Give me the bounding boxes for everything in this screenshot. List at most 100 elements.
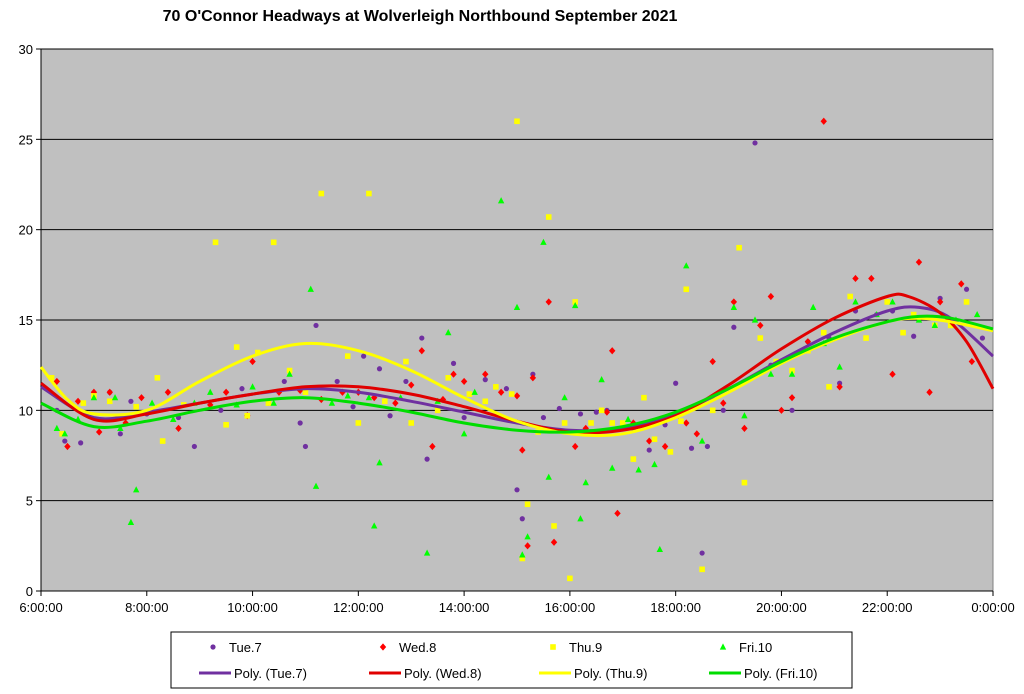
point-thu-9 <box>302 389 309 396</box>
point-thu-9 <box>683 286 690 293</box>
x-tick-label: 6:00:00 <box>19 600 62 615</box>
point-fri-10 <box>344 392 351 399</box>
point-fri-10 <box>651 460 658 468</box>
point-tue-7 <box>752 140 758 146</box>
point-thu-9 <box>678 418 684 424</box>
point-wed-8 <box>513 392 521 400</box>
point-fri-10 <box>973 310 981 318</box>
point-fri-10 <box>249 383 256 390</box>
point-fri-10 <box>90 394 98 401</box>
point-thu-9 <box>736 244 742 251</box>
point-tue-7 <box>540 414 547 421</box>
point-fri-10 <box>683 262 690 269</box>
point-wed-8 <box>852 274 859 283</box>
point-thu-9 <box>757 335 764 341</box>
point-wed-8 <box>936 298 944 306</box>
point-wed-8 <box>836 383 843 391</box>
point-tue-7 <box>731 324 737 330</box>
legend-label: Fri.10 <box>739 640 772 655</box>
point-thu-9 <box>59 431 65 437</box>
point-thu-9 <box>514 118 520 125</box>
point-fri-10 <box>133 486 140 493</box>
trendlines <box>39 292 995 438</box>
point-wed-8 <box>757 321 764 330</box>
point-fri-10 <box>513 303 521 310</box>
point-thu-9 <box>133 403 139 410</box>
point-tue-7 <box>556 405 562 412</box>
point-wed-8 <box>889 370 896 378</box>
point-tue-7 <box>530 371 536 377</box>
point-tue-7 <box>503 386 510 392</box>
point-fri-10 <box>751 316 759 323</box>
point-fri-10 <box>656 545 663 553</box>
chart-title: 70 O'Connor Headways at Wolverleigh Nort… <box>162 8 678 25</box>
y-tick-label: 5 <box>26 494 33 509</box>
point-thu-9 <box>493 384 499 390</box>
point-fri-10 <box>207 388 214 395</box>
point-fri-10 <box>598 376 605 383</box>
point-tue-7 <box>789 407 795 413</box>
point-tue-7 <box>699 550 705 556</box>
point-fri-10 <box>741 412 748 419</box>
point-fri-10 <box>730 303 738 310</box>
point-tue-7 <box>424 456 430 462</box>
point-tue-7 <box>297 420 303 426</box>
point-tue-7 <box>191 443 197 450</box>
point-wed-8 <box>868 274 875 283</box>
point-fri-10 <box>371 522 378 529</box>
point-thu-9 <box>270 239 277 246</box>
point-thu-9 <box>344 353 351 359</box>
point-thu-9 <box>709 407 716 414</box>
point-wed-8 <box>138 394 145 402</box>
point-thu-9 <box>286 367 293 374</box>
y-tick-label: 15 <box>19 313 33 328</box>
point-thu-9 <box>651 436 658 443</box>
legend-label: Tue.7 <box>229 640 262 655</box>
point-tue-7 <box>688 445 695 451</box>
point-tue-7 <box>979 335 986 341</box>
point-thu-9 <box>482 398 489 405</box>
point-thu-9 <box>106 398 113 405</box>
point-wed-8 <box>550 538 558 546</box>
point-wed-8 <box>683 419 690 427</box>
point-fri-10 <box>788 370 796 377</box>
point-wed-8 <box>175 424 182 432</box>
legend-label: Thu.9 <box>569 640 602 655</box>
point-fri-10 <box>286 370 293 377</box>
x-tick-label: 18:00:00 <box>650 600 701 615</box>
point-fri-10 <box>577 515 584 522</box>
point-fri-10 <box>460 430 468 437</box>
point-wed-8 <box>609 347 616 355</box>
point-fri-10 <box>61 430 68 437</box>
point-wed-8 <box>529 374 537 382</box>
point-wed-8 <box>450 370 457 378</box>
point-fri-10 <box>519 551 526 558</box>
point-wed-8 <box>418 347 425 355</box>
point-tue-7 <box>117 431 123 437</box>
point-wed-8 <box>968 357 976 366</box>
point-thu-9 <box>355 420 362 426</box>
point-thu-9 <box>318 190 325 197</box>
y-tick-label: 30 <box>19 42 33 57</box>
point-wed-8 <box>106 388 113 396</box>
point-thu-9 <box>255 349 261 356</box>
legend-label: Wed.8 <box>399 640 436 655</box>
point-thu-9 <box>445 375 452 381</box>
point-thu-9 <box>233 344 240 350</box>
point-tue-7 <box>128 398 134 404</box>
point-thu-9 <box>212 239 219 246</box>
point-fri-10 <box>836 363 843 370</box>
point-wed-8 <box>392 399 399 407</box>
point-wed-8 <box>429 442 436 451</box>
point-thu-9 <box>545 214 552 220</box>
legend-marker <box>379 643 387 651</box>
y-tick-label: 0 <box>26 584 33 599</box>
point-thu-9 <box>900 329 906 336</box>
point-tue-7 <box>361 353 367 359</box>
point-fri-10 <box>127 518 135 525</box>
point-tue-7 <box>646 447 652 453</box>
point-thu-9 <box>466 391 473 397</box>
point-thu-9 <box>561 420 568 426</box>
point-thu-9 <box>244 412 251 419</box>
point-fri-10 <box>809 303 817 310</box>
